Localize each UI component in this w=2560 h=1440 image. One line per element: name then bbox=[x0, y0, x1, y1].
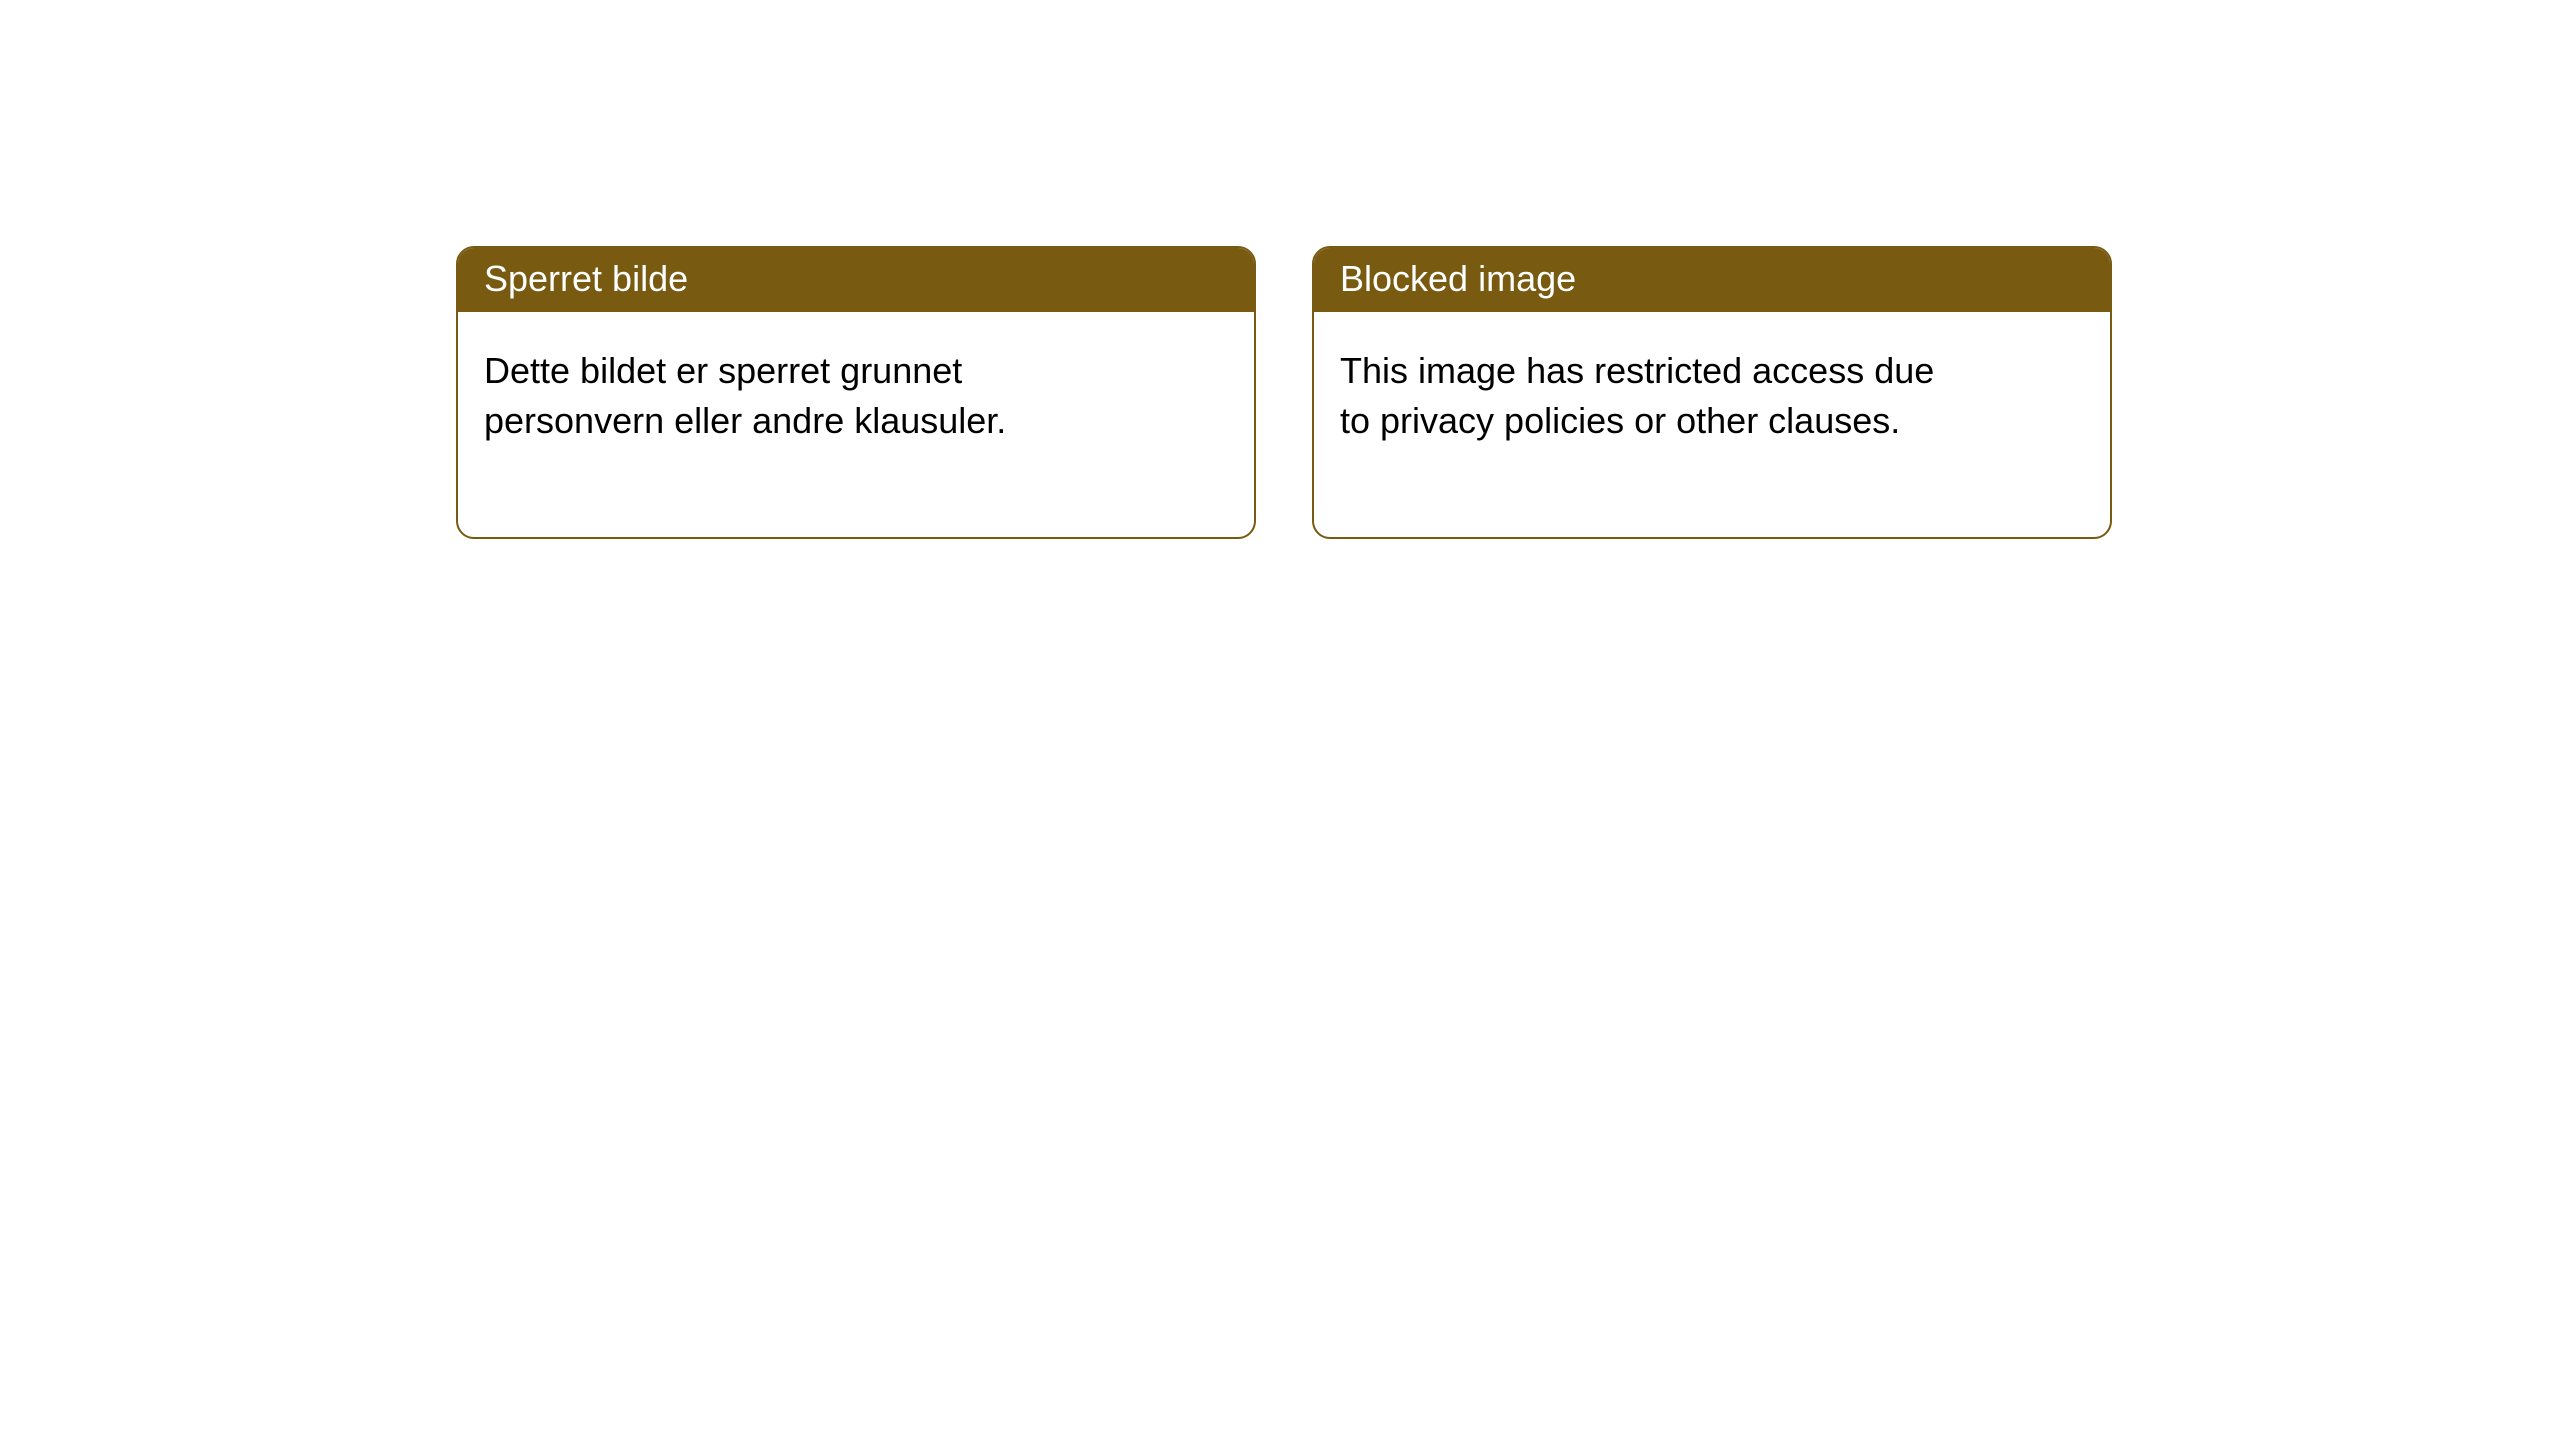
notice-body-norwegian: Dette bildet er sperret grunnet personve… bbox=[458, 312, 1108, 537]
notice-card-english: Blocked image This image has restricted … bbox=[1312, 246, 2112, 539]
notices-container: Sperret bilde Dette bildet er sperret gr… bbox=[0, 0, 2560, 539]
notice-header-norwegian: Sperret bilde bbox=[458, 248, 1254, 312]
notice-body-english: This image has restricted access due to … bbox=[1314, 312, 1964, 537]
notice-header-english: Blocked image bbox=[1314, 248, 2110, 312]
notice-card-norwegian: Sperret bilde Dette bildet er sperret gr… bbox=[456, 246, 1256, 539]
